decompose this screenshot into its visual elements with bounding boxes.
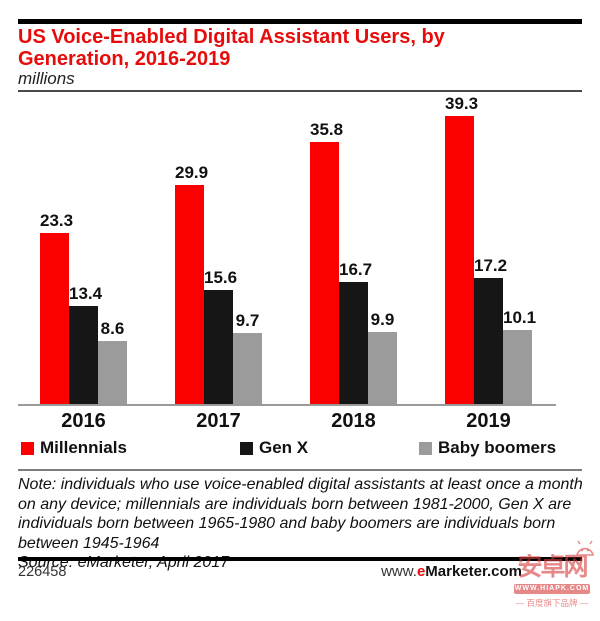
- bar-baby-boomers-2016: [98, 341, 127, 404]
- bar-chart-plot-area: 23.3 13.4 8.6 29.9 15.6 9.7 35.8 16.7 9.9 39.3 17.…: [18, 92, 582, 406]
- bar-millennials-2017: [175, 185, 204, 404]
- value-label-millennials-2019: 39.3: [445, 94, 479, 113]
- x-axis-label-2019: 2019: [466, 410, 511, 432]
- chart-subtitle: millions: [18, 69, 75, 88]
- value-label-gen-x-2019: 17.2: [474, 256, 508, 275]
- value-label-millennials-2016: 23.3: [40, 211, 74, 230]
- url-rest: Marketer.com: [425, 563, 522, 580]
- value-label-gen-x-2016: 13.4: [69, 284, 103, 303]
- value-label-millennials-2017: 29.9: [175, 163, 209, 182]
- bar-baby-boomers-2019: [503, 330, 532, 404]
- header-divider: [18, 90, 582, 92]
- value-label-baby-boomers-2018: 9.9: [370, 310, 395, 329]
- legend-label: Baby boomers: [438, 438, 557, 457]
- bar-gen-x-2016: [69, 306, 98, 404]
- value-label-baby-boomers-2017: 9.7: [235, 311, 260, 330]
- bar-millennials-2018: [310, 142, 339, 404]
- note-text: Note: individuals who use voice-enabled …: [18, 476, 583, 552]
- note-divider: [18, 469, 582, 471]
- bar-gen-x-2017: [204, 290, 233, 404]
- note-block: Note: individuals who use voice-enabled …: [18, 475, 584, 573]
- chart-title: US Voice-Enabled Digital Assistant Users…: [18, 26, 445, 70]
- bar-millennials-2016: [40, 233, 69, 404]
- watermark-tagline: — 百度旗下品牌 —: [515, 598, 589, 608]
- x-axis-label-2017: 2017: [196, 410, 241, 432]
- x-axis-label-2016: 2016: [61, 410, 106, 432]
- legend-swatch-icon: [240, 441, 253, 455]
- value-label-baby-boomers-2016: 8.6: [100, 319, 125, 338]
- footer-rule: [18, 557, 582, 561]
- legend-item-baby-boomers: Baby boomers: [419, 438, 556, 458]
- legend-item-millennials: Millennials: [21, 438, 127, 458]
- x-axis-labels: 2016 2017 2018 2019: [18, 410, 582, 434]
- legend-swatch-icon: [419, 441, 432, 455]
- url-www: www.: [381, 563, 417, 580]
- legend-label: Gen X: [259, 438, 309, 457]
- bar-gen-x-2019: [474, 278, 503, 404]
- value-label-gen-x-2017: 15.6: [204, 268, 238, 287]
- watermark-banner: WWW.HIAPK.COM: [514, 584, 590, 594]
- top-rule: [18, 19, 582, 24]
- bar-baby-boomers-2017: [233, 333, 262, 404]
- value-label-baby-boomers-2019: 10.1: [503, 308, 537, 327]
- emarketer-url: www.eMarketer.com: [381, 563, 522, 580]
- chart-id: 226458: [18, 564, 67, 580]
- bar-millennials-2019: [445, 116, 474, 404]
- bar-gen-x-2018: [339, 282, 368, 404]
- value-label-millennials-2018: 35.8: [310, 120, 344, 139]
- x-axis-label-2018: 2018: [331, 410, 376, 432]
- chart-legend: Millennials Gen X Baby boomers: [18, 438, 582, 458]
- bar-baby-boomers-2018: [368, 332, 397, 404]
- x-axis-line: [18, 404, 556, 406]
- value-label-gen-x-2018: 16.7: [339, 260, 373, 279]
- legend-swatch-icon: [21, 441, 34, 455]
- legend-item-gen-x: Gen X: [240, 438, 308, 458]
- legend-label: Millennials: [40, 438, 127, 457]
- url-e: e: [416, 563, 426, 580]
